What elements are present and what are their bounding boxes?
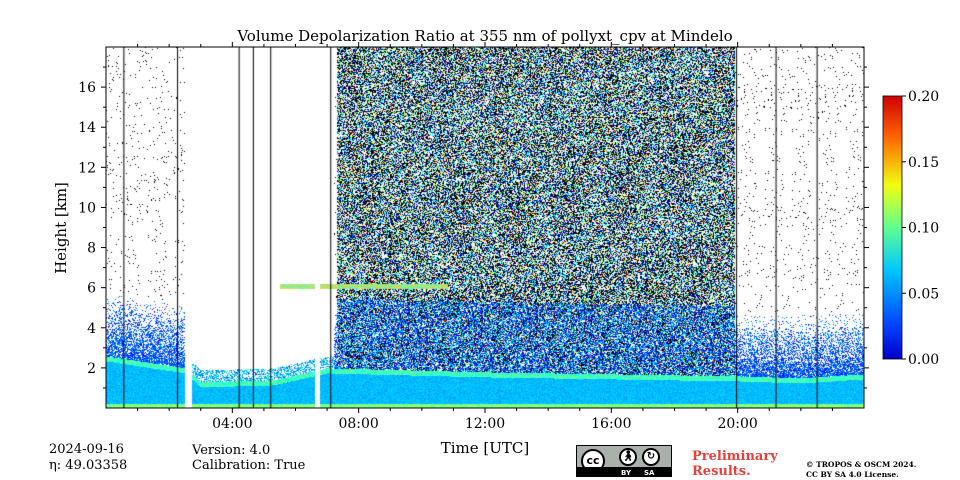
person-icon: 🚶︎ xyxy=(619,448,637,466)
colorbar-ticks: 0.00 0.05 0.10 0.15 0.20 xyxy=(902,89,939,368)
heatmap-raster xyxy=(106,47,864,408)
y-tick-label: 4 xyxy=(87,321,96,337)
calibration-label: Calibration: True xyxy=(192,458,306,473)
copyright-line-1: © TROPOS & OSCM 2024. xyxy=(806,460,917,469)
colorbar-tick-label: 0.00 xyxy=(908,352,939,368)
x-tick-label: 08:00 xyxy=(338,416,378,432)
y-tick-label: 12 xyxy=(78,160,96,176)
chart-title: Volume Depolarization Ratio at 355 nm of… xyxy=(236,27,732,45)
y-tick-label: 14 xyxy=(78,120,96,136)
preliminary-line-2: Results. xyxy=(692,464,751,479)
y-axis: 2 4 6 8 10 12 14 16 xyxy=(78,66,869,389)
eta-label: η: 49.03358 xyxy=(49,458,128,473)
x-tick-label: 20:00 xyxy=(717,416,757,432)
x-tick-label: 04:00 xyxy=(212,416,252,432)
version-label: Version: 4.0 xyxy=(192,443,271,458)
license-badge: cc 🚶︎ ↻ BY SA xyxy=(576,445,672,477)
y-tick-label: 10 xyxy=(78,200,96,216)
preliminary-line-1: Preliminary xyxy=(692,449,778,464)
y-tick-label: 6 xyxy=(87,281,96,297)
copyright-line-2: CC BY SA 4.0 License. xyxy=(806,470,899,479)
y-tick-label: 8 xyxy=(87,241,96,257)
y-tick-label: 16 xyxy=(78,80,96,96)
x-tick-label: 12:00 xyxy=(465,416,505,432)
plot-area xyxy=(106,47,864,408)
sa-label: SA xyxy=(644,469,655,477)
x-tick-label: 16:00 xyxy=(591,416,631,432)
x-axis-label: Time [UTC] xyxy=(441,439,530,457)
copyright-notice: © TROPOS & OSCM 2024. CC BY SA 4.0 Licen… xyxy=(806,460,946,480)
preliminary-notice: Preliminary Results. xyxy=(692,449,792,479)
colorbar xyxy=(882,95,903,360)
colorbar-tick-label: 0.20 xyxy=(908,89,939,105)
colorbar-tick-label: 0.05 xyxy=(908,286,939,302)
colorbar-tick-label: 0.10 xyxy=(908,221,939,237)
by-label: BY xyxy=(621,469,632,477)
y-axis-label: Height [km] xyxy=(52,182,70,274)
share-alike-icon: ↻ xyxy=(642,448,660,466)
colorbar-tick-label: 0.15 xyxy=(908,155,939,171)
y-tick-label: 2 xyxy=(87,361,96,377)
x-axis: 04:00 08:00 12:00 16:00 20:00 xyxy=(137,42,833,432)
date-label: 2024-09-16 xyxy=(49,442,124,457)
